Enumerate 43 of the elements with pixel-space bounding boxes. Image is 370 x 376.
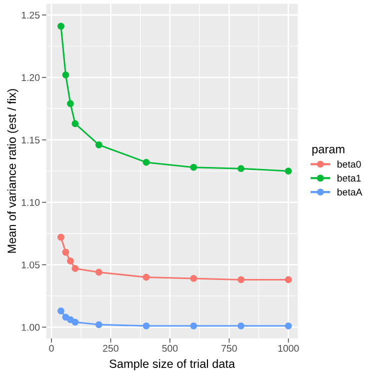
y-tick-label: 1.25 xyxy=(22,12,40,19)
point xyxy=(238,276,244,284)
point xyxy=(190,164,198,171)
x-axis-title: Sample size of trial data xyxy=(110,359,236,370)
point xyxy=(142,158,150,166)
y-tick-label: 1.20 xyxy=(22,74,40,82)
x-tick-label: 0 xyxy=(49,344,54,352)
point xyxy=(72,318,79,326)
point xyxy=(72,120,79,128)
y-axis-title: Mean of variance ratio (est / fix) xyxy=(7,89,18,253)
point xyxy=(66,316,74,324)
point xyxy=(62,71,70,78)
legend-label: beta1 xyxy=(338,174,361,182)
point xyxy=(284,168,292,175)
x-tick-label: 250 xyxy=(103,344,118,352)
y-tick-label: 1.05 xyxy=(22,261,40,268)
point xyxy=(66,258,74,264)
point xyxy=(284,322,292,330)
y-tick-label: 1.15 xyxy=(22,136,40,144)
y-tick-label: 1.10 xyxy=(22,199,40,206)
legend-label: betaA xyxy=(338,188,362,196)
x-tick-label: 500 xyxy=(162,344,178,352)
point xyxy=(190,322,198,330)
point xyxy=(142,274,150,281)
point xyxy=(95,321,102,328)
x-tick-label: 1000 xyxy=(278,344,299,352)
point xyxy=(72,265,79,272)
legend-label: beta0 xyxy=(338,160,361,168)
point xyxy=(142,322,150,330)
point xyxy=(57,22,64,30)
point xyxy=(190,274,198,282)
point xyxy=(284,276,292,284)
point xyxy=(57,307,64,314)
y-tick-label: 1.00 xyxy=(22,324,40,331)
point xyxy=(62,248,70,256)
point xyxy=(66,100,74,108)
point xyxy=(95,268,102,276)
point xyxy=(238,322,244,330)
point xyxy=(57,234,64,241)
point xyxy=(238,165,244,172)
point xyxy=(95,141,102,148)
legend-title: param xyxy=(312,146,344,156)
x-tick-label: 750 xyxy=(222,344,237,352)
